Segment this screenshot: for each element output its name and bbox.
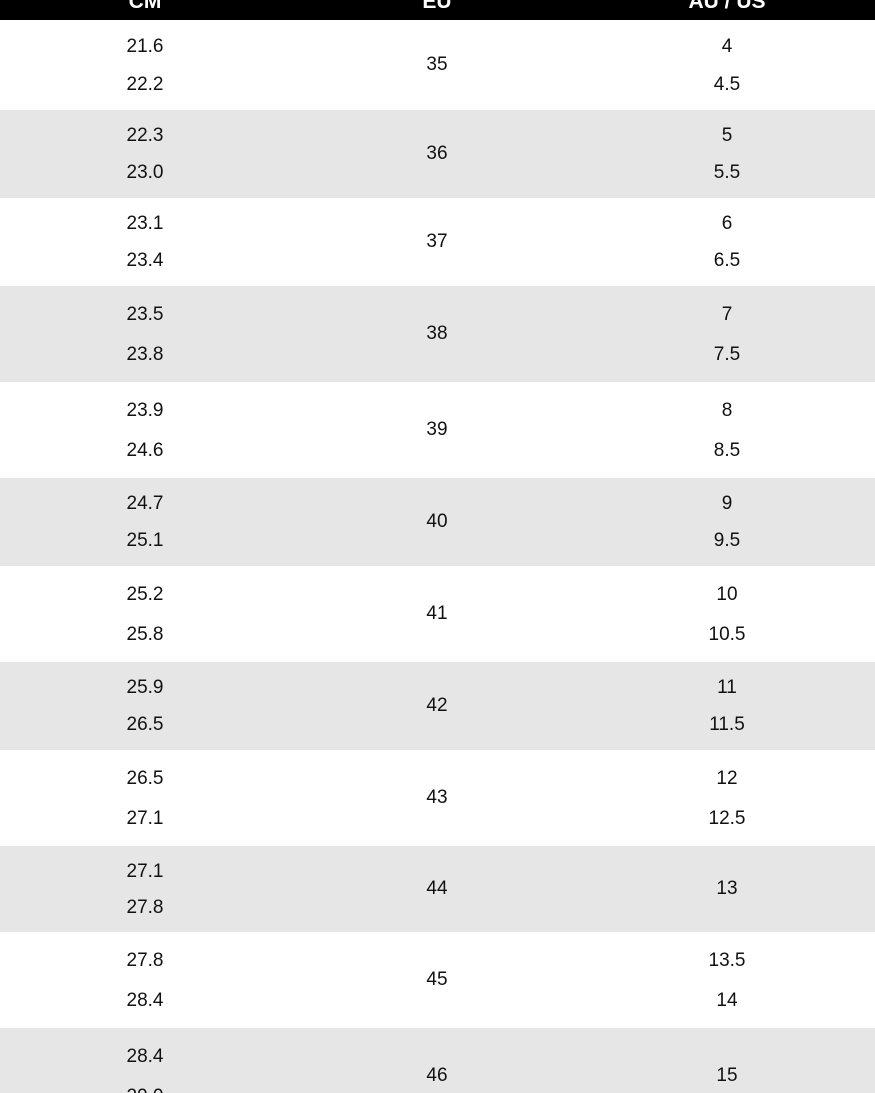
cm-value: 23.9: [126, 399, 164, 421]
us-value: 11.5: [709, 714, 745, 736]
eu-value: 41: [426, 603, 448, 624]
us-value: 6.5: [713, 250, 741, 272]
eu-value: 43: [426, 787, 448, 808]
us-value: 10: [716, 583, 738, 605]
table-row: 24.7 25.1 40 9 9.5: [0, 478, 875, 566]
eu-value: 39: [426, 419, 448, 440]
header-cell: AU / US: [688, 0, 766, 13]
cm-value: 29.0: [127, 1086, 164, 1093]
cm-value: 25.8: [126, 624, 164, 646]
cm-value: 26.5: [126, 767, 164, 789]
us-value: 13: [716, 878, 738, 899]
table-row: 25.9 26.5 42 11 11.5: [0, 662, 875, 750]
cm-value: 27.8: [126, 896, 164, 918]
table-row: 22.3 23.0 36 5 5.5: [0, 110, 875, 198]
cm-value: 23.4: [126, 250, 164, 272]
cm-value: 27.1: [126, 808, 164, 830]
cm-value: 21.6: [126, 36, 164, 57]
us-value: 7.5: [713, 344, 741, 366]
cm-value: 23.5: [126, 303, 164, 325]
cm-value: 25.1: [126, 530, 164, 552]
us-value: 4: [721, 36, 733, 57]
us-value: 4.5: [713, 73, 741, 95]
us-value: 6: [721, 213, 733, 235]
us-value: 7: [721, 303, 733, 325]
cm-value: 27.8: [126, 949, 164, 971]
us-value: 12.5: [708, 808, 746, 830]
cm-value: 22.2: [126, 73, 164, 95]
header-cell: CM: [128, 0, 162, 13]
us-value: 10.5: [708, 624, 746, 646]
cm-value: 22.3: [126, 125, 164, 147]
table-row: 27.8 28.4 45 13.5 14: [0, 932, 875, 1028]
us-value: 9: [721, 493, 733, 515]
eu-value: 45: [426, 969, 448, 990]
us-value: 13.5: [708, 949, 746, 971]
us-value: 11: [717, 677, 737, 699]
table-row: 23.9 24.6 39 8 8.5: [0, 382, 875, 478]
us-value: 12: [716, 767, 738, 789]
table-row: 21.6 22.2 35 4 4.5: [0, 20, 875, 110]
cm-value: 25.2: [126, 583, 164, 605]
cm-value: 24.7: [126, 493, 164, 515]
us-value: 9.5: [713, 530, 741, 552]
cm-value: 24.6: [126, 440, 164, 462]
table-row: 26.5 27.1 43 12 12.5: [0, 750, 875, 846]
cm-value: 28.4: [126, 990, 164, 1012]
us-value: 8.5: [713, 440, 741, 462]
table-row: 28.4 29.0 46 15: [0, 1028, 875, 1093]
eu-value: 37: [426, 231, 448, 252]
us-value: 5.5: [713, 162, 741, 184]
cm-value: 25.9: [126, 677, 164, 699]
eu-value: 40: [426, 511, 448, 532]
us-value: 14: [716, 990, 738, 1012]
cm-value: 23.8: [126, 344, 164, 366]
eu-value: 42: [426, 695, 448, 716]
table-header: CM EU AU / US: [0, 0, 875, 20]
table-row: 27.1 27.8 44 13: [0, 846, 875, 932]
cm-value: 23.0: [126, 162, 164, 184]
table-row: 25.2 25.8 41 10 10.5: [0, 566, 875, 662]
us-value: 5: [721, 125, 733, 147]
eu-value: 36: [426, 143, 448, 164]
us-value: 15: [716, 1065, 738, 1086]
table-row: 23.1 23.4 37 6 6.5: [0, 198, 875, 286]
cm-value: 26.5: [126, 714, 164, 736]
eu-value: 35: [426, 54, 448, 75]
cm-value: 23.1: [126, 213, 164, 235]
eu-value: 44: [426, 878, 448, 899]
cm-value: 27.1: [126, 860, 164, 882]
us-value: 8: [721, 399, 733, 421]
eu-value: 38: [426, 323, 448, 344]
cm-value: 28.4: [126, 1045, 164, 1067]
table-row: 23.5 23.8 38 7 7.5: [0, 286, 875, 382]
eu-value: 46: [426, 1065, 448, 1086]
header-cell: EU: [422, 0, 452, 13]
